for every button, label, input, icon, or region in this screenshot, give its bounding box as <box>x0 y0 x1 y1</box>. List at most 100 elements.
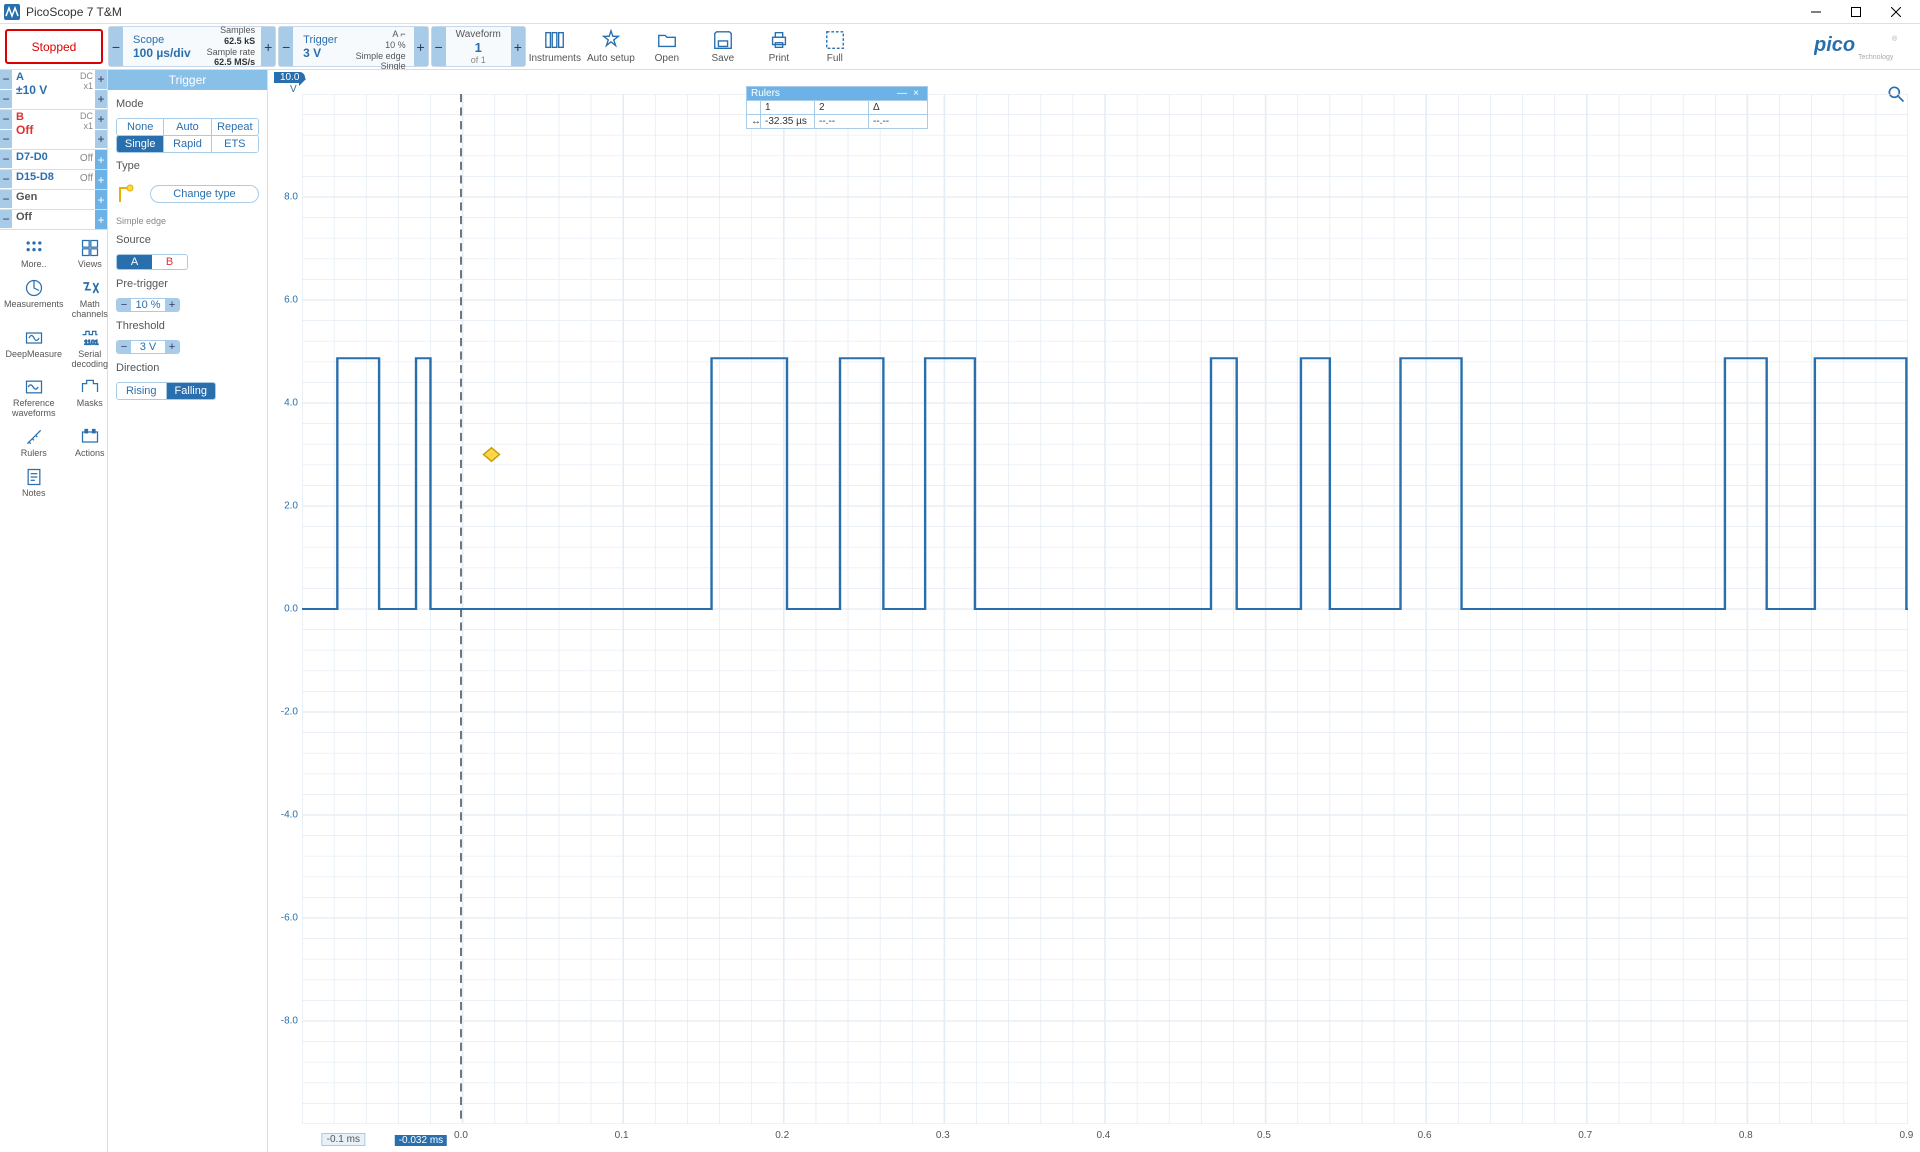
d2-add[interactable]: + <box>95 170 107 189</box>
x-ruler-2[interactable]: -0.032 ms <box>395 1135 447 1146</box>
oscilloscope-plot[interactable] <box>302 94 1908 1124</box>
mode-label: Mode <box>116 98 259 110</box>
pretrigger-label: Pre-trigger <box>116 278 259 290</box>
ch-a-plus2[interactable]: + <box>95 90 107 110</box>
trigger-info: A ⌐ 10 % Simple edge Single <box>348 27 414 66</box>
mode-auto[interactable]: Auto <box>164 119 211 135</box>
ch-a-plus[interactable]: + <box>95 70 107 90</box>
wave-next[interactable]: + <box>511 27 525 66</box>
ch-a-down[interactable]: − <box>0 90 12 110</box>
app-icon <box>4 4 20 20</box>
scope-plus[interactable]: + <box>261 27 275 66</box>
mode-none[interactable]: None <box>117 119 164 135</box>
x-tick: 0.2 <box>775 1130 789 1141</box>
y-tick: 2.0 <box>284 501 298 512</box>
channel-a[interactable]: A ±10 V DC x1 <box>12 70 95 109</box>
ch-a-up[interactable]: − <box>0 70 12 90</box>
tool-more[interactable]: More.. <box>2 236 66 272</box>
y-tick: -6.0 <box>281 913 298 924</box>
rulers-panel[interactable]: Rulers—× 12Δ ↔-32.35 µs--.----.-- <box>746 86 928 129</box>
full-button[interactable]: Full <box>808 26 862 67</box>
channel-d7-d0[interactable]: D7-D0Off <box>12 150 95 169</box>
mode-single[interactable]: Single <box>117 136 164 152</box>
trig-minus[interactable]: − <box>279 27 293 66</box>
pretrigger-field[interactable]: −10 %+ <box>116 298 180 312</box>
tool-notes[interactable]: Notes <box>2 465 66 501</box>
mode-rapid[interactable]: Rapid <box>164 136 211 152</box>
scope-control[interactable]: Scope 100 µs/div <box>123 27 201 66</box>
waveform-selector[interactable]: Waveform 1 of 1 <box>446 27 511 66</box>
x-tick: 0.7 <box>1578 1130 1592 1141</box>
gen-add[interactable]: + <box>95 190 107 209</box>
threshold-field[interactable]: −3 V+ <box>116 340 180 354</box>
ch-b-plus[interactable]: + <box>95 110 107 130</box>
pico-logo: picoTechnology ® <box>1814 26 1918 67</box>
tool-actions[interactable]: Actions <box>70 425 111 461</box>
falling-button[interactable]: Falling <box>167 383 216 399</box>
svg-text:Technology: Technology <box>1858 54 1894 61</box>
d2-minus[interactable]: − <box>0 170 12 189</box>
tool-math[interactable]: Math channels <box>70 276 111 322</box>
instruments-button[interactable]: Instruments <box>528 26 582 67</box>
scope-minus[interactable]: − <box>109 27 123 66</box>
y-tick: -2.0 <box>281 707 298 718</box>
svg-text:pico: pico <box>1814 34 1855 56</box>
trigger-control[interactable]: Trigger 3 V <box>293 27 347 66</box>
tool-refwave[interactable]: Reference waveforms <box>2 375 66 421</box>
ch-b-down[interactable]: − <box>0 130 12 150</box>
wave-prev[interactable]: − <box>432 27 446 66</box>
x-tick: 0.0 <box>454 1130 468 1141</box>
ch-b-plus2[interactable]: + <box>95 130 107 150</box>
window-title: PicoScope 7 T&M <box>26 5 1796 19</box>
svg-text:®: ® <box>1892 35 1898 43</box>
open-button[interactable]: Open <box>640 26 694 67</box>
channel-d15-d8[interactable]: D15-D8Off <box>12 170 95 189</box>
run-stop-button[interactable]: Stopped <box>5 29 103 64</box>
mode-ets[interactable]: ETS <box>212 136 258 152</box>
edge-icon <box>116 180 144 208</box>
d1-add[interactable]: + <box>95 150 107 169</box>
y-tick: 0.0 <box>284 604 298 615</box>
window-close[interactable] <box>1876 0 1916 24</box>
window-maximize[interactable] <box>1836 0 1876 24</box>
trig-plus[interactable]: + <box>414 27 428 66</box>
source-label: Source <box>116 234 259 246</box>
tool-masks[interactable]: Masks <box>70 375 111 421</box>
simple-edge-note: Simple edge <box>116 216 259 226</box>
print-button[interactable]: Print <box>752 26 806 67</box>
tool-deepmeasure[interactable]: DeepMeasure <box>2 326 66 372</box>
y-scale-badge[interactable]: 10.0 <box>274 72 305 83</box>
samples-info: Samples62.5 kS Sample rate62.5 MS/s <box>201 27 262 66</box>
threshold-label: Threshold <box>116 320 259 332</box>
rulers-minimize[interactable]: — <box>895 88 909 99</box>
x-ruler-1[interactable]: -0.1 ms <box>322 1133 365 1146</box>
tool-measurements[interactable]: Measurements <box>2 276 66 322</box>
channel-gen[interactable]: Gen <box>12 190 95 209</box>
y-tick: 6.0 <box>284 295 298 306</box>
mode-repeat[interactable]: Repeat <box>212 119 258 135</box>
change-type-button[interactable]: Change type <box>150 185 259 203</box>
d1-minus[interactable]: − <box>0 150 12 169</box>
tool-views[interactable]: Views <box>70 236 111 272</box>
tool-serial[interactable]: 1101Serial decoding <box>70 326 111 372</box>
x-tick: 0.9 <box>1899 1130 1913 1141</box>
type-label: Type <box>116 160 259 172</box>
x-tick: 0.1 <box>615 1130 629 1141</box>
off-minus[interactable]: − <box>0 210 12 229</box>
ch-b-up[interactable]: − <box>0 110 12 130</box>
channel-b[interactable]: B Off DC x1 <box>12 110 95 149</box>
tool-rulers[interactable]: Rulers <box>2 425 66 461</box>
rulers-close[interactable]: × <box>909 88 923 99</box>
window-minimize[interactable] <box>1796 0 1836 24</box>
rising-button[interactable]: Rising <box>117 383 167 399</box>
x-tick: 0.3 <box>936 1130 950 1141</box>
save-button[interactable]: Save <box>696 26 750 67</box>
source-selector[interactable]: A B <box>116 254 188 270</box>
channel-off[interactable]: Off <box>12 210 95 229</box>
x-tick: 0.5 <box>1257 1130 1271 1141</box>
gen-minus[interactable]: − <box>0 190 12 209</box>
off-add[interactable]: + <box>95 210 107 229</box>
x-tick: 0.6 <box>1418 1130 1432 1141</box>
svg-text:1101: 1101 <box>84 339 99 346</box>
autosetup-button[interactable]: Auto setup <box>584 26 638 67</box>
